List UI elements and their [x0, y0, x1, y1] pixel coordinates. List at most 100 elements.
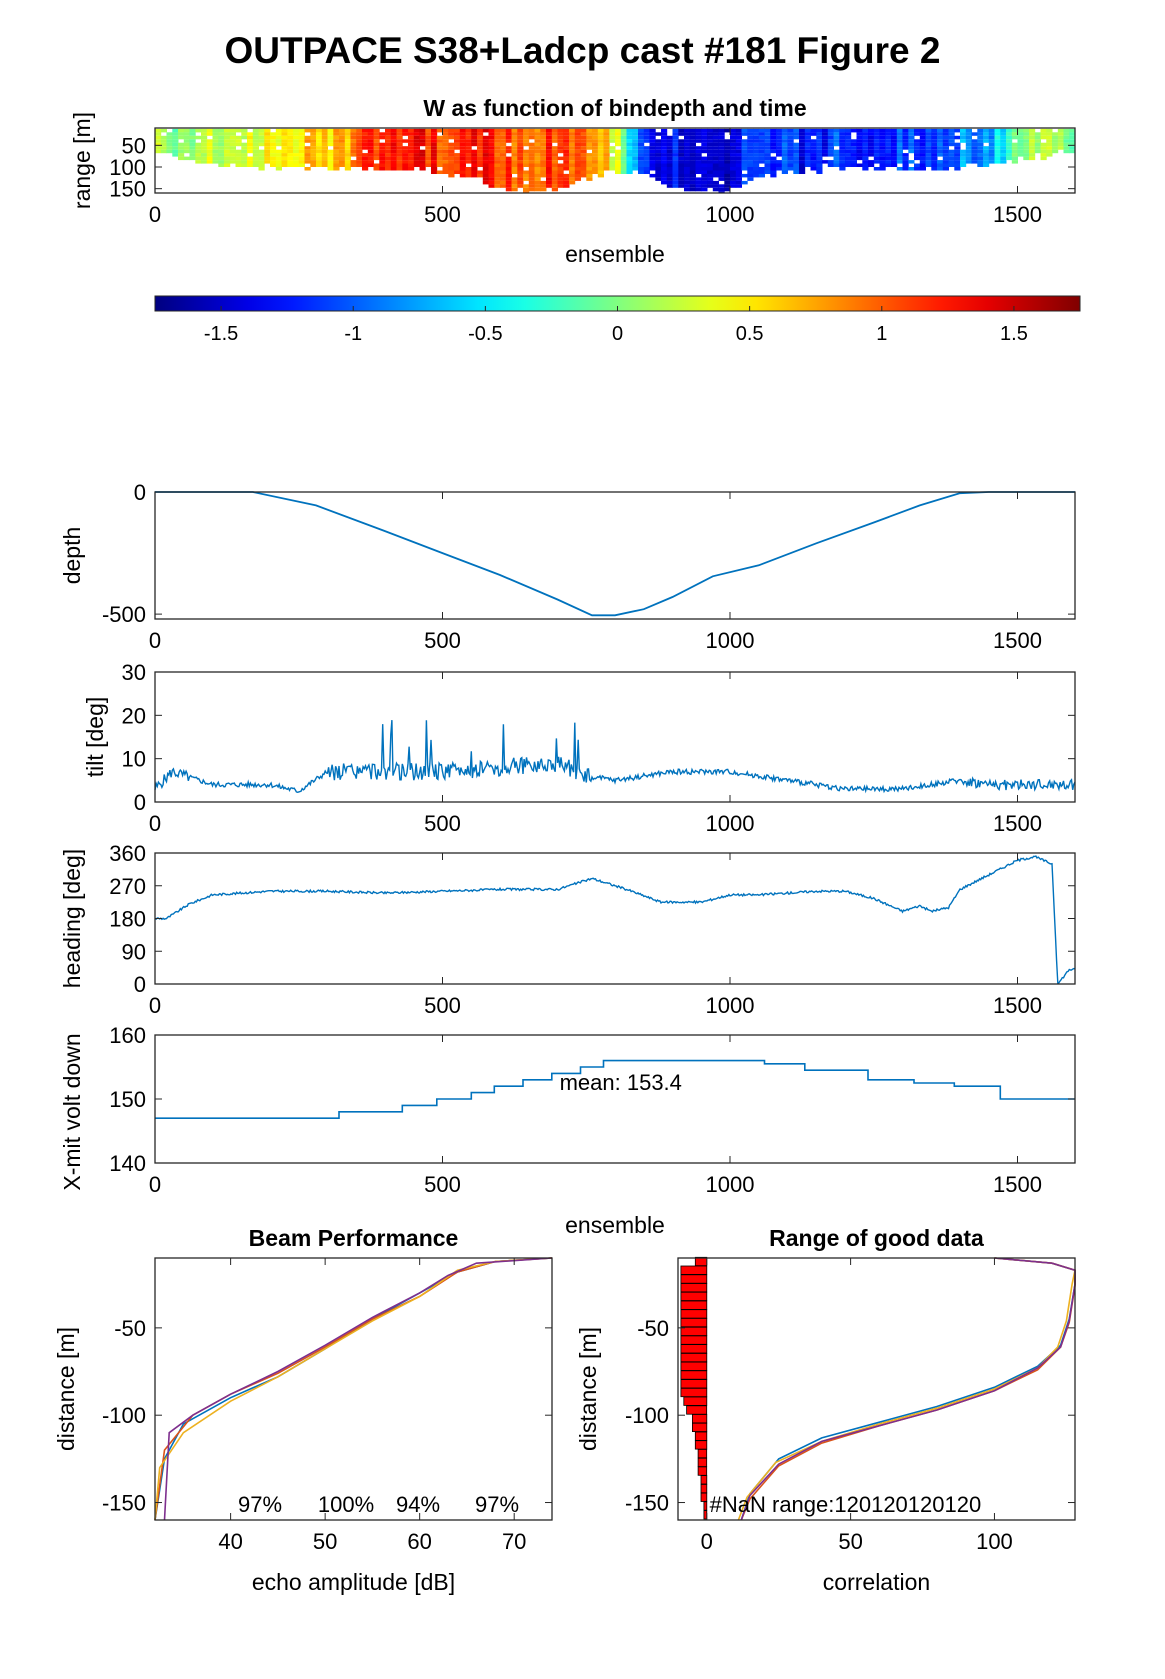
nan-bar — [680, 1291, 708, 1301]
heatmap-cell — [218, 153, 225, 157]
heatmap-cell — [339, 132, 346, 136]
heatmap-cell — [689, 128, 696, 133]
heatmap-cell — [879, 135, 886, 140]
heatmap-cell — [902, 146, 909, 150]
heatmap-cell — [155, 135, 162, 140]
heatmap-cell — [183, 128, 190, 133]
heatmap-cell — [218, 156, 225, 161]
heatmap-cell — [753, 153, 760, 157]
heatmap-cell — [1034, 142, 1041, 147]
heatmap-cell — [839, 132, 846, 136]
heatmap-cell — [298, 135, 305, 140]
heatmap-cell — [574, 139, 581, 143]
heatmap-cell — [316, 139, 323, 143]
heatmap-cell — [810, 156, 817, 161]
heatmap-cell — [517, 146, 524, 150]
heatmap-cell — [482, 149, 489, 154]
x-tick-label: 0 — [149, 202, 161, 227]
heatmap-cell — [155, 139, 162, 143]
heatmap-cell — [569, 163, 576, 167]
heatmap-cell — [1006, 128, 1013, 133]
heatmap-cell — [534, 184, 541, 188]
heatmap-cell — [638, 170, 645, 174]
heatmap-cell — [471, 132, 478, 136]
heatmap-cell — [1000, 149, 1007, 154]
heatmap-cell — [931, 160, 938, 164]
heatmap-cell — [787, 149, 794, 154]
beam_panel: 97% 100% 94% 97%40 50 60 70-50-100-150distance… — [53, 1225, 553, 1595]
heatmap-cell — [563, 180, 570, 185]
heatmap-cell — [459, 135, 466, 140]
heatmap-cell — [672, 153, 679, 157]
heatmap-cell — [689, 139, 696, 143]
heatmap-cell — [563, 173, 570, 178]
axes-title: Beam Performance — [249, 1225, 459, 1251]
heatmap-cell — [367, 156, 374, 161]
heatmap-cell — [597, 128, 604, 133]
heatmap-cell — [218, 163, 225, 167]
heatmap-cell — [402, 132, 409, 136]
heatmap-cell — [471, 160, 478, 164]
heatmap-cell — [925, 146, 932, 150]
heatmap-cell — [385, 149, 392, 154]
heatmap-cell — [965, 153, 972, 157]
heatmap-cell — [609, 139, 616, 143]
heatmap-cell — [833, 139, 840, 143]
x-tick-label: 500 — [424, 811, 461, 836]
heatmap-cell — [166, 146, 173, 150]
axes-frame — [154, 127, 1076, 194]
heatmap-cell — [914, 149, 921, 154]
heatmap-cell — [482, 135, 489, 140]
heatmap-cell — [327, 149, 334, 154]
heatmap-cell — [661, 173, 668, 178]
heatmap-cell — [666, 167, 673, 171]
y-tick-label: 150 — [109, 177, 146, 202]
heatmap-cell — [684, 139, 691, 143]
heatmap-cell — [189, 135, 196, 140]
heatmap-cell — [534, 128, 541, 133]
heatmap-cell — [201, 128, 208, 133]
heatmap-cell — [448, 173, 455, 178]
heatmap-cell — [822, 132, 829, 136]
heatmap-cell — [597, 156, 604, 161]
heatmap-cell — [603, 167, 610, 171]
nan-bar — [703, 1501, 708, 1511]
heatmap-cell — [293, 132, 300, 136]
heatmap-cell — [873, 128, 880, 133]
heatmap-cell — [753, 135, 760, 140]
heatmap-cell — [563, 149, 570, 154]
heatmap-cell — [201, 142, 208, 147]
heatmap-cell — [592, 146, 599, 150]
heatmap-cell — [385, 132, 392, 136]
heatmap-cell — [603, 156, 610, 161]
heatmap-cell — [534, 170, 541, 174]
heatmap-cell — [960, 139, 967, 143]
heatmap-cell — [845, 142, 852, 147]
heatmap-cell — [597, 132, 604, 136]
heatmap-cell — [753, 173, 760, 178]
heatmap-cell — [758, 167, 765, 171]
heatmap-cell — [212, 135, 219, 140]
heatmap-cell — [615, 142, 622, 147]
heatmap-cell — [350, 132, 357, 136]
heatmap-cell — [592, 132, 599, 136]
heatmap-cell — [603, 128, 610, 133]
heatmap-cell — [442, 163, 449, 167]
heatmap-cell — [925, 149, 932, 154]
heatmap-cell — [459, 160, 466, 164]
heatmap-cell — [517, 177, 524, 181]
heatmap-cell — [586, 139, 593, 143]
x-tick-label: 0 — [149, 993, 161, 1018]
heatmap-cell — [948, 128, 955, 133]
heatmap-cell — [770, 170, 777, 174]
heatmap-cell — [701, 156, 708, 161]
heatmap-cell — [293, 135, 300, 140]
heatmap-cell — [810, 153, 817, 157]
heatmap-cell — [971, 153, 978, 157]
heatmap-cell — [816, 170, 823, 174]
heatmap-cell — [413, 156, 420, 161]
nan-bar — [700, 1492, 708, 1502]
heatmap-cell — [942, 142, 949, 147]
heatmap-cell — [931, 132, 938, 136]
heatmap-cell — [712, 128, 719, 133]
